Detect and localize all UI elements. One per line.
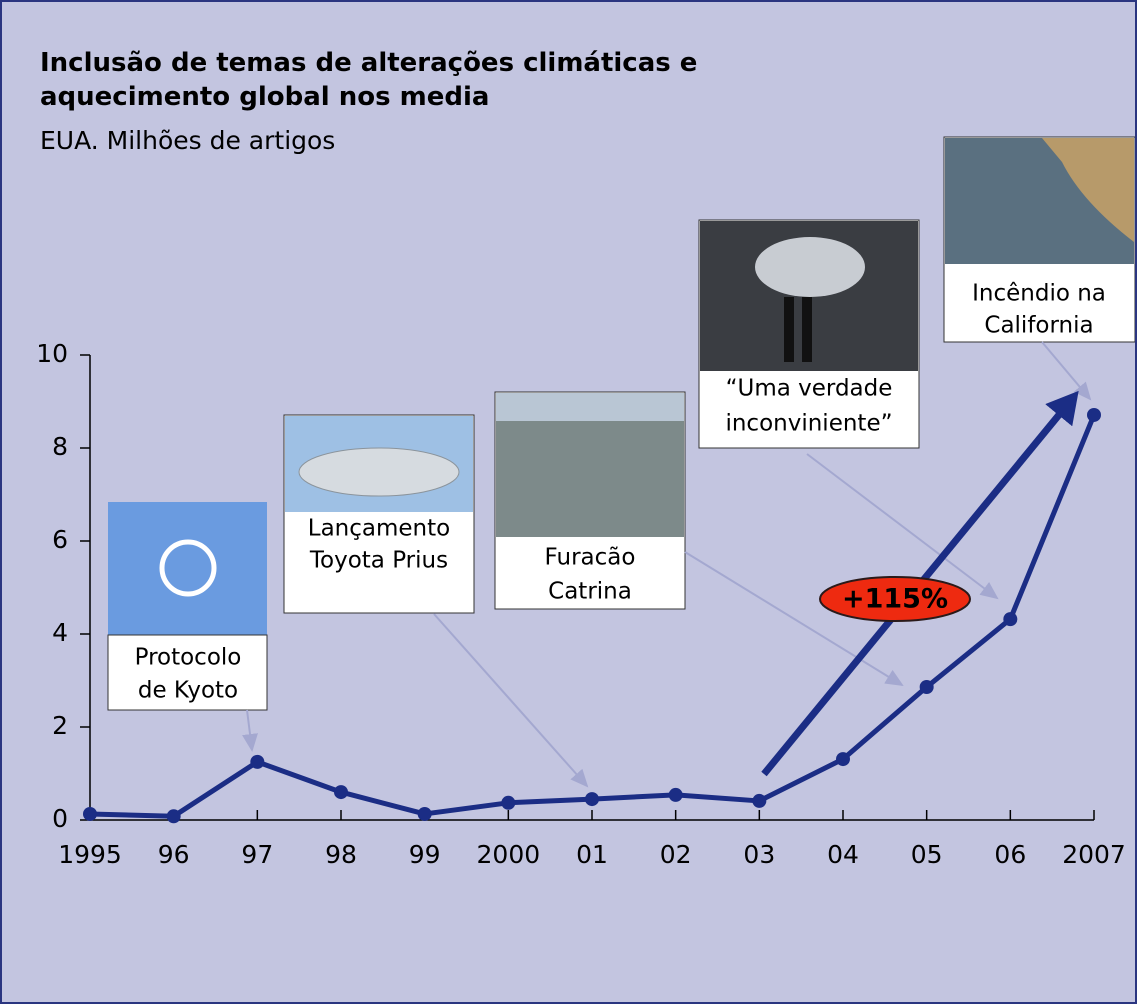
- x-tick-label: 06: [994, 840, 1026, 869]
- annotation-text: Furacão: [545, 545, 636, 571]
- x-tick-label: 03: [743, 840, 775, 869]
- data-point: [166, 809, 181, 824]
- annotation-text: “Uma verdade: [726, 376, 893, 402]
- data-point: [752, 793, 767, 808]
- x-tick-label: 98: [325, 840, 357, 869]
- data-point: [836, 752, 850, 767]
- data-point: [1087, 407, 1101, 422]
- growth-label: +115%: [842, 584, 948, 615]
- chart-subtitle: EUA. Milhões de artigos: [40, 126, 336, 155]
- pointer: [806, 453, 999, 600]
- x-tick-label: 96: [158, 840, 190, 869]
- y-tick-label: 0: [52, 804, 68, 833]
- annotation-text: de Kyoto: [138, 678, 238, 704]
- annotation-text: Lançamento: [308, 516, 450, 542]
- y-tick-label: 4: [52, 618, 68, 647]
- data-point: [501, 795, 516, 810]
- data-point: [668, 787, 683, 802]
- x-tick-label: 01: [576, 840, 608, 869]
- x-tick-label: 05: [911, 840, 943, 869]
- pointer: [433, 613, 589, 788]
- pointer: [1041, 341, 1092, 401]
- y-tick-label: 6: [52, 525, 68, 554]
- label-box: [107, 634, 268, 711]
- photo: [108, 502, 267, 635]
- x-tick-label: 02: [660, 840, 692, 869]
- y-tick-label: 2: [52, 711, 68, 740]
- data-point: [334, 785, 348, 800]
- x-tick-label: 2000: [477, 840, 541, 869]
- data-point: [250, 754, 265, 769]
- chart-title: Inclusão de temas de alterações climátic…: [40, 48, 698, 112]
- x-tick-label: 2007: [1062, 840, 1126, 869]
- x-tick-label: 97: [241, 840, 273, 869]
- data-point: [1003, 612, 1018, 627]
- annotations: Protocolo de Kyoto Lançamento Toyota Pri…: [107, 136, 1135, 788]
- car: [298, 447, 460, 497]
- pointer: [684, 551, 904, 687]
- pointer: [242, 709, 258, 752]
- photo-land: [1042, 138, 1134, 242]
- annotation-text: inconviniente”: [725, 411, 892, 437]
- annotation-text: Incêndio na: [972, 281, 1106, 307]
- x-tick-label: 04: [827, 840, 859, 869]
- data-point: [417, 806, 432, 821]
- storm: [755, 237, 865, 297]
- data-point: [919, 680, 934, 695]
- chimney: [802, 297, 812, 362]
- chimney: [784, 297, 794, 362]
- x-tick-label: 99: [409, 840, 441, 869]
- emblem: [159, 539, 217, 597]
- annotation-text: Toyota Prius: [309, 548, 448, 574]
- annotation-text: Catrina: [548, 579, 632, 605]
- photo-sky: [496, 393, 684, 421]
- y-tick-label: 8: [52, 432, 68, 461]
- annotation-text: California: [984, 313, 1093, 339]
- growth-badge: [819, 576, 971, 622]
- data-point: [585, 792, 599, 807]
- annotation-text: Protocolo: [135, 645, 242, 671]
- data-point: [83, 806, 97, 821]
- y-tick-label: 10: [36, 339, 68, 368]
- x-tick-label: 1995: [58, 840, 122, 869]
